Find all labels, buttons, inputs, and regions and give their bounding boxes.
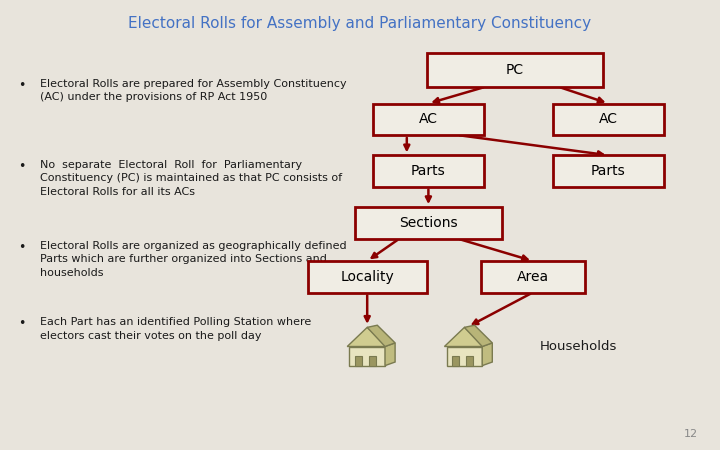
FancyBboxPatch shape [373,155,484,187]
Text: Households: Households [540,340,617,353]
Polygon shape [347,328,387,346]
Text: Parts: Parts [591,164,626,178]
Polygon shape [466,356,473,365]
Text: Electoral Rolls are organized as geographically defined
Parts which are further : Electoral Rolls are organized as geograp… [40,241,346,278]
Polygon shape [452,356,459,365]
FancyBboxPatch shape [308,261,426,292]
Text: •: • [18,241,25,254]
Polygon shape [367,325,395,346]
Text: Electoral Rolls are prepared for Assembly Constituency
(AC) under the provisions: Electoral Rolls are prepared for Assembl… [40,79,346,102]
Text: No  separate  Electoral  Roll  for  Parliamentary
Constituency (PC) is maintaine: No separate Electoral Roll for Parliamen… [40,160,342,197]
Polygon shape [464,325,492,346]
Polygon shape [444,328,485,346]
Polygon shape [385,343,395,365]
Polygon shape [355,356,362,365]
Text: AC: AC [419,112,438,126]
Text: Sections: Sections [399,216,458,230]
FancyBboxPatch shape [355,207,503,238]
Text: AC: AC [599,112,618,126]
Text: PC: PC [505,63,524,77]
Polygon shape [446,346,482,365]
Text: Locality: Locality [341,270,394,284]
Polygon shape [369,356,376,365]
Polygon shape [349,346,385,365]
FancyBboxPatch shape [553,104,665,135]
FancyBboxPatch shape [481,261,585,292]
Text: 12: 12 [684,429,698,439]
FancyBboxPatch shape [426,53,603,86]
Polygon shape [482,343,492,365]
Text: •: • [18,317,25,330]
FancyBboxPatch shape [373,104,484,135]
FancyBboxPatch shape [553,155,665,187]
Text: Parts: Parts [411,164,446,178]
Text: •: • [18,160,25,173]
Text: Area: Area [517,270,549,284]
Text: Electoral Rolls for Assembly and Parliamentary Constituency: Electoral Rolls for Assembly and Parliam… [128,16,592,31]
Text: •: • [18,79,25,92]
Text: Each Part has an identified Polling Station where
electors cast their votes on t: Each Part has an identified Polling Stat… [40,317,311,341]
